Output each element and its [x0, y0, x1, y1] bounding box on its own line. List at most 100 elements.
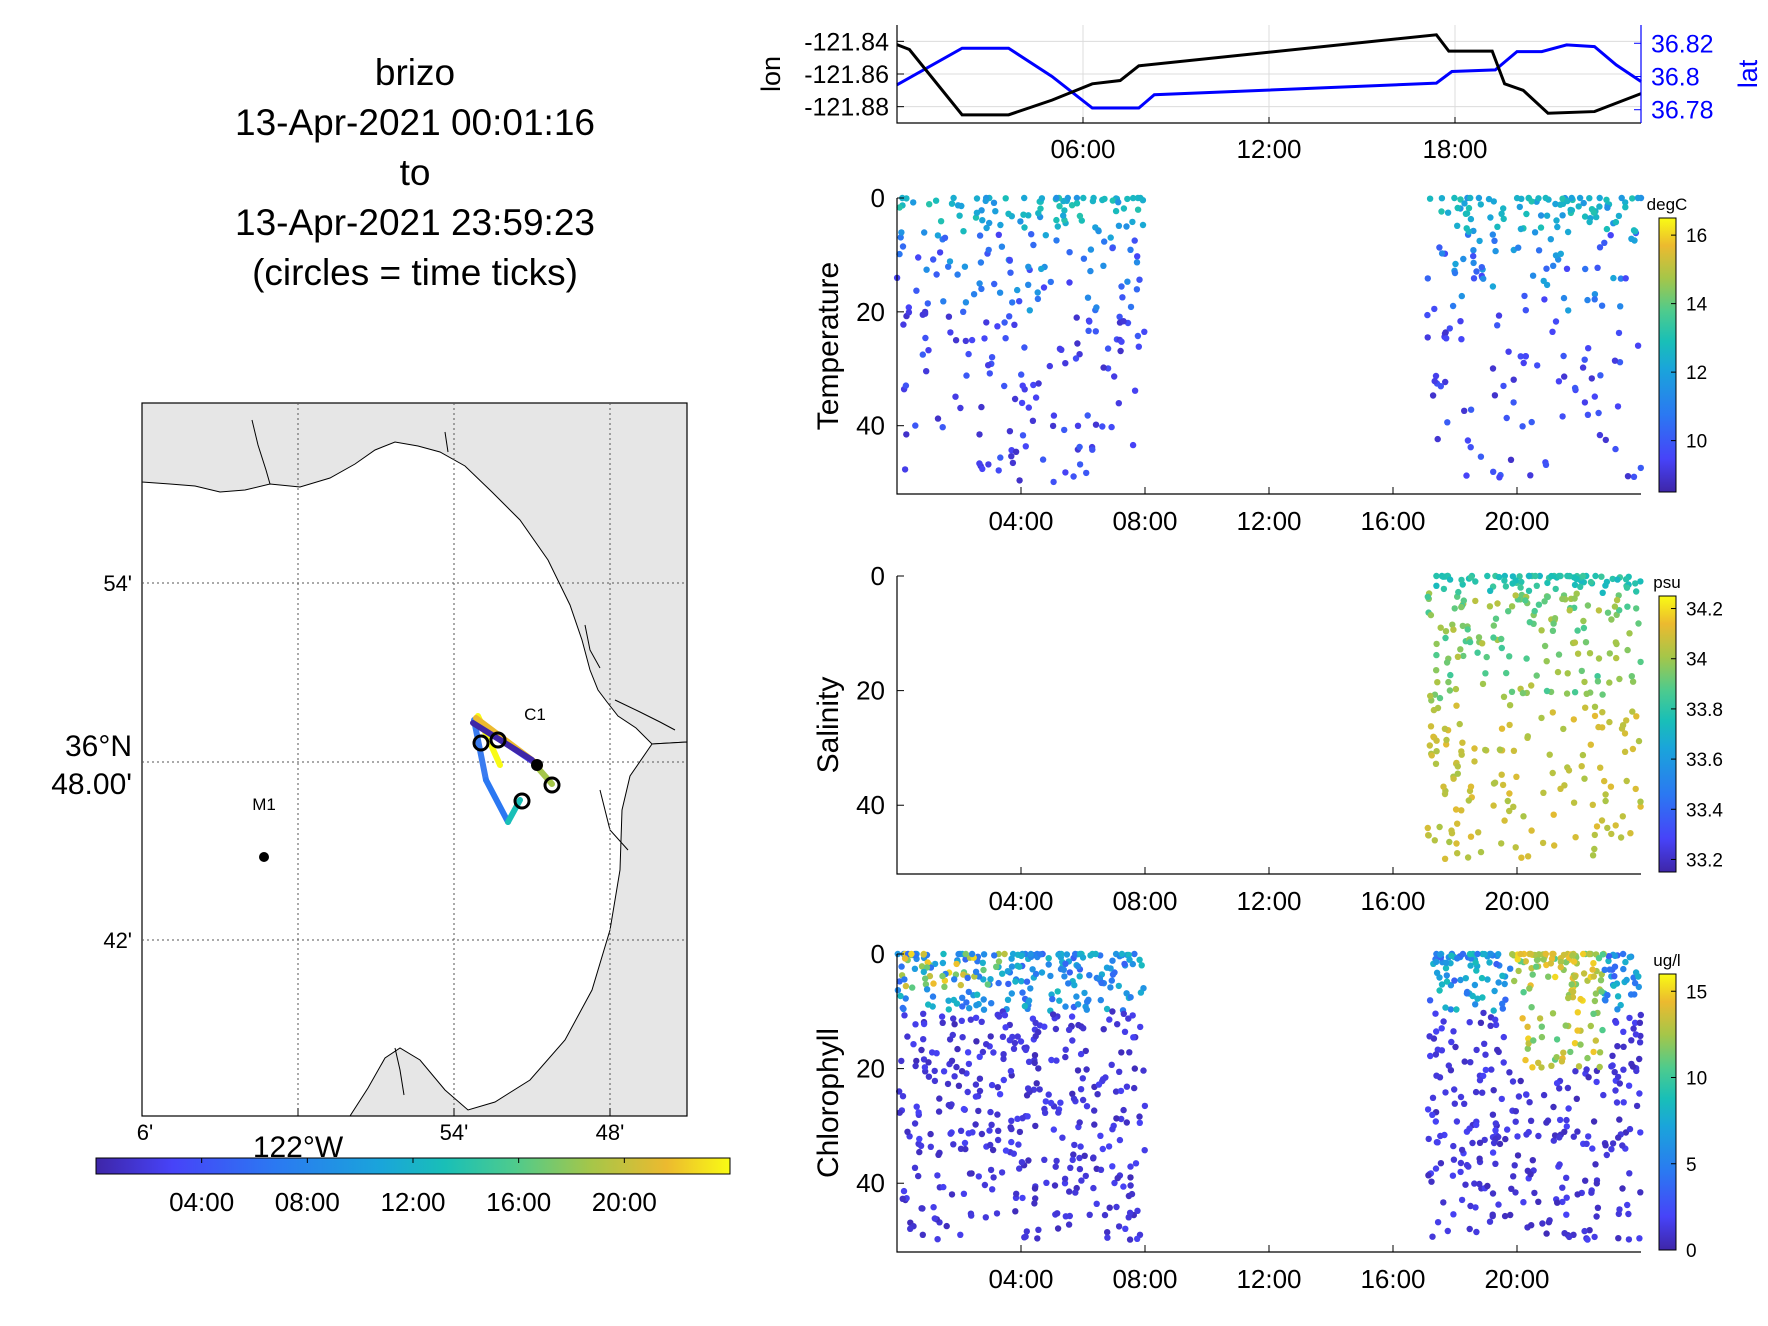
scatter-point — [1593, 1078, 1600, 1086]
scatter-point — [959, 1034, 966, 1041]
scatter-point — [1620, 965, 1627, 973]
scatter-point — [1489, 365, 1497, 372]
scatter-point — [961, 1139, 969, 1147]
scatter-point — [1076, 461, 1084, 468]
scatter-point — [1453, 1006, 1460, 1013]
scatter-point — [1427, 723, 1435, 730]
scatter-point — [1458, 603, 1465, 611]
scatter-point — [1467, 833, 1475, 840]
scatter-point — [1131, 237, 1138, 244]
scatter-point — [1527, 1171, 1534, 1178]
scatter-point — [1552, 585, 1559, 593]
scatter-point — [1499, 781, 1507, 789]
scatter-point — [1633, 588, 1640, 595]
scatter-point — [1450, 626, 1457, 633]
scatter-point — [1492, 615, 1500, 622]
scatter-point — [1032, 394, 1040, 401]
scatter-point — [1040, 284, 1048, 291]
scatter-point — [1441, 725, 1449, 732]
scatter-point — [1613, 654, 1620, 662]
scatter-point — [1140, 1067, 1147, 1074]
scatter-point — [1123, 1119, 1131, 1126]
scatter-point — [1097, 1132, 1104, 1140]
scatter-point — [920, 968, 927, 976]
scatter-point — [1593, 823, 1601, 830]
scatter-point — [1589, 852, 1597, 859]
scatter-point — [1077, 1050, 1085, 1058]
scatter-point — [1433, 748, 1440, 755]
scatter-point — [977, 259, 985, 266]
scatter-point — [1082, 1047, 1090, 1055]
scatter-point — [1622, 958, 1629, 966]
scatter-point — [1014, 1115, 1021, 1123]
scatter-point — [1002, 1147, 1010, 1154]
scatter-point — [1120, 1010, 1128, 1017]
scatter-point — [1566, 572, 1573, 580]
scatter-point — [1050, 1126, 1058, 1133]
scatter-point — [1469, 1139, 1476, 1147]
scatter-point — [1589, 801, 1597, 808]
scatter-point — [948, 1191, 956, 1198]
scatter-point — [1007, 269, 1014, 276]
scatter-point — [1480, 1009, 1487, 1017]
scatter-point — [1139, 221, 1147, 229]
scatter-point — [974, 991, 981, 998]
scatter-point — [896, 250, 903, 258]
scatter-point — [1494, 1046, 1501, 1054]
scatter-point — [1440, 1018, 1447, 1025]
scatter-point — [1052, 1025, 1060, 1033]
scatter-point — [1621, 748, 1629, 755]
scatter-point — [1095, 1081, 1103, 1088]
scatter-point — [972, 214, 980, 221]
scatter-point — [1060, 197, 1067, 205]
scatter-point — [1599, 951, 1607, 958]
scatter-point — [1114, 1174, 1121, 1182]
scatter-point — [1107, 234, 1114, 241]
scatter-point — [1582, 704, 1589, 711]
scatter-point — [1529, 1157, 1537, 1164]
scatter-point — [1120, 205, 1128, 212]
scatter-point — [1090, 1184, 1097, 1192]
scatter-point — [1100, 1026, 1107, 1033]
scatter-point — [940, 298, 947, 305]
scatter-point — [911, 1120, 919, 1127]
scatter-point — [1436, 823, 1443, 831]
scatter-point — [989, 1146, 997, 1154]
track-end-dot — [531, 759, 543, 771]
scatter-point — [910, 199, 917, 206]
scatter-point — [1135, 343, 1143, 350]
scatter-point — [1512, 1189, 1519, 1196]
time-tick-circle — [513, 792, 531, 810]
scatter-point — [1476, 1139, 1484, 1147]
x-tick-label: 16:00 — [1360, 886, 1425, 916]
scatter-point — [1489, 1111, 1497, 1118]
scatter-point — [912, 422, 919, 429]
scatter-point — [1027, 950, 1035, 958]
scatter-point — [1629, 678, 1637, 685]
map-colorbar-ticks: 04:00 08:00 12:00 16:00 20:00 — [169, 1158, 657, 1217]
scatter-point — [1042, 1098, 1050, 1105]
scatter-point — [1076, 212, 1084, 220]
colorbar-tick-label: 12 — [1686, 363, 1707, 384]
scatter-point — [1047, 972, 1054, 980]
scatter-point — [1119, 294, 1126, 301]
scatter-point — [1006, 256, 1013, 264]
scatter-point — [1068, 1013, 1076, 1020]
scatter-point — [973, 209, 981, 216]
scatter-point — [1581, 213, 1589, 220]
scatter-point — [1129, 441, 1137, 449]
scatter-point — [900, 1187, 908, 1195]
scatter-point — [1108, 1061, 1115, 1069]
scatter-point — [1624, 646, 1631, 654]
scatter-point — [1113, 1115, 1120, 1122]
scatter-point — [1623, 777, 1630, 785]
scatter-point — [1068, 202, 1076, 209]
scatter-point — [1537, 212, 1545, 219]
scatter-point — [1134, 206, 1142, 213]
scatter-point — [1561, 1230, 1568, 1237]
scatter-point — [1624, 603, 1631, 610]
scatter-point — [1117, 1087, 1125, 1095]
scatter-point — [1120, 1183, 1127, 1190]
scatter-point — [1538, 714, 1545, 722]
scatter-point — [1565, 767, 1573, 774]
